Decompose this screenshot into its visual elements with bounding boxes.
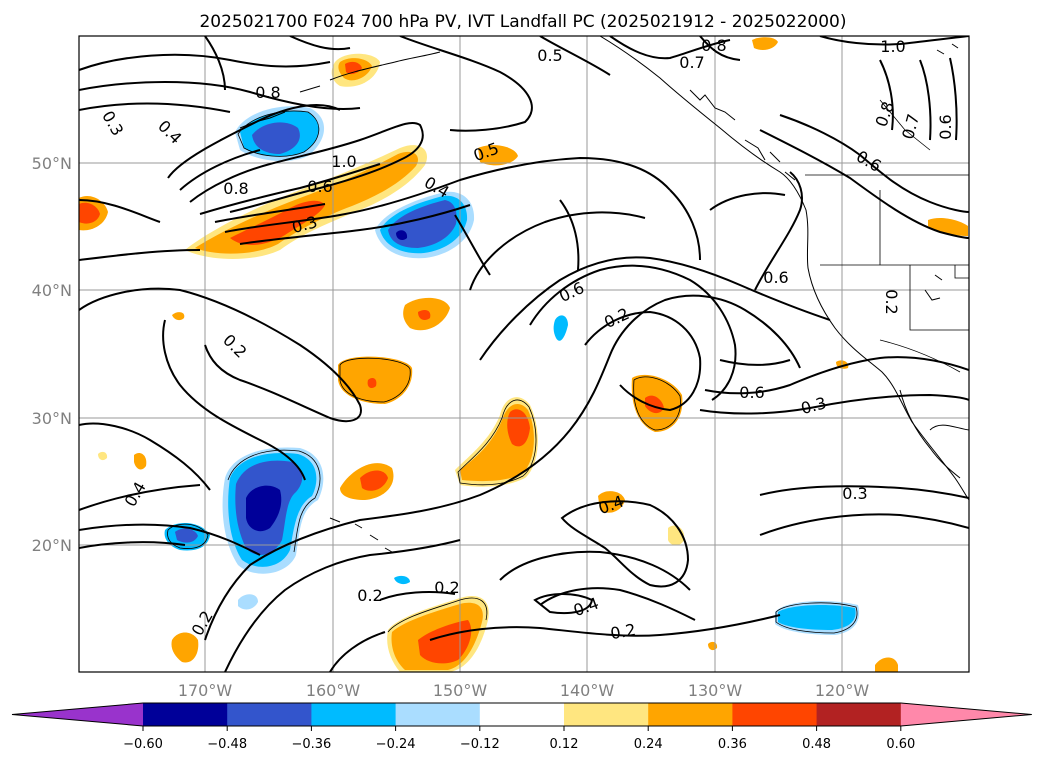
contour-label: 0.6: [936, 114, 955, 139]
colorbar-tick-label: 0.48: [802, 737, 831, 752]
colorbar-segment: [816, 703, 902, 726]
map-title: 2025021700 F024 700 hPa PV, IVT Landfall…: [199, 12, 846, 32]
map-panel: 0.8 0.5 0.7 0.8 1.0 0.8 0.7 0.6 0.3 0.4 …: [78, 35, 970, 673]
colorbar-tick-label: 0.24: [634, 737, 663, 752]
contour-label: 0.6: [763, 268, 788, 287]
pos-anomaly: [134, 453, 147, 470]
contours: [79, 36, 969, 672]
contour-label: 0.7: [679, 53, 704, 72]
pos-anomaly: [418, 310, 431, 320]
contour-label: 0.6: [739, 383, 764, 402]
gridlines: [79, 36, 969, 672]
pos-anomaly: [367, 378, 377, 388]
contour-label: 0.6: [307, 177, 332, 196]
colorbar-tick-label: 0.36: [718, 737, 747, 752]
lon-label: 130°W: [688, 681, 743, 700]
colorbar-tick-label: −0.48: [207, 737, 247, 752]
contour-label: 1.0: [331, 152, 356, 171]
colorbar-tick-label: 0.60: [886, 737, 915, 752]
contour-label: 0.2: [609, 620, 637, 643]
map-background: [79, 36, 969, 672]
colorbar-tick-label: 0.12: [550, 737, 579, 752]
pos-anomaly: [79, 202, 100, 224]
colorbar-segment: [564, 703, 649, 726]
borders: [805, 99, 969, 373]
colorbar-tick-label: −0.12: [460, 737, 500, 752]
lon-label: 140°W: [560, 681, 615, 700]
pos-anomaly: [172, 312, 185, 321]
colorbar-segment: [732, 703, 818, 726]
colorbar-segment: [479, 703, 565, 726]
colorbar-segment: [227, 703, 312, 726]
contour-label: 0.3: [842, 484, 867, 503]
lat-label: 40°N: [32, 281, 72, 300]
neg-anomaly: [246, 485, 282, 532]
colorbar-extend-low: [12, 703, 143, 726]
pos-anomaly: [928, 217, 968, 236]
lon-label: 150°W: [433, 681, 488, 700]
neg-anomaly: [175, 528, 198, 543]
contour-label: 0.2: [882, 289, 901, 314]
contour-label: 0.8: [255, 83, 280, 102]
shade-outlines: [167, 110, 858, 634]
lat-label: 20°N: [32, 536, 72, 555]
contour-label: 1.0: [880, 37, 905, 56]
colorbar-segment: [143, 703, 228, 726]
neg-anomaly: [553, 315, 568, 341]
colorbar: −0.60 −0.48 −0.36 −0.24 −0.12 0.12 0.24 0.36 0.4…: [11, 702, 1032, 752]
pos-anomaly: [360, 470, 388, 491]
colorbar-segment: [648, 703, 733, 726]
neg-anomaly: [252, 122, 300, 154]
pos-anomaly: [171, 632, 199, 663]
lat-labels: 50°N 40°N 30°N 20°N: [32, 154, 72, 555]
lat-label: 30°N: [32, 409, 72, 428]
lon-labels: 170°W 160°W 150°W 140°W 130°W 120°W: [178, 681, 870, 700]
contour-label: 0.2: [357, 586, 382, 605]
colorbar-segment: [395, 703, 481, 726]
pos-anomaly: [752, 37, 778, 50]
colorbar-tick-label: −0.24: [376, 737, 416, 752]
colorbar-tick-label: −0.36: [291, 737, 331, 752]
pos-anomaly: [875, 657, 898, 672]
lon-label: 160°W: [306, 681, 361, 700]
coastlines: [219, 36, 969, 553]
neg-anomaly: [394, 575, 410, 585]
pos-anomaly: [418, 620, 472, 664]
neg-anomaly: [778, 604, 856, 630]
colorbar-tick-label: −0.60: [123, 737, 163, 752]
contour-label: 0.8: [701, 36, 726, 55]
lat-label: 50°N: [32, 154, 72, 173]
pos-anomaly: [478, 145, 518, 166]
map-frame: [78, 35, 970, 673]
pos-anomaly: [98, 451, 108, 461]
neg-anomaly: [238, 594, 258, 610]
neg-anomaly: [396, 230, 408, 241]
colorbar-segment: [311, 703, 397, 726]
pos-anomaly: [507, 409, 530, 447]
contour-label: 0.2: [434, 578, 459, 597]
lon-label: 170°W: [178, 681, 233, 700]
contour-label: 0.8: [223, 179, 248, 198]
contour-label: 0.5: [537, 46, 562, 65]
pos-anomaly: [230, 200, 325, 246]
lon-label: 120°W: [815, 681, 870, 700]
colorbar-extend-high: [900, 703, 1032, 726]
